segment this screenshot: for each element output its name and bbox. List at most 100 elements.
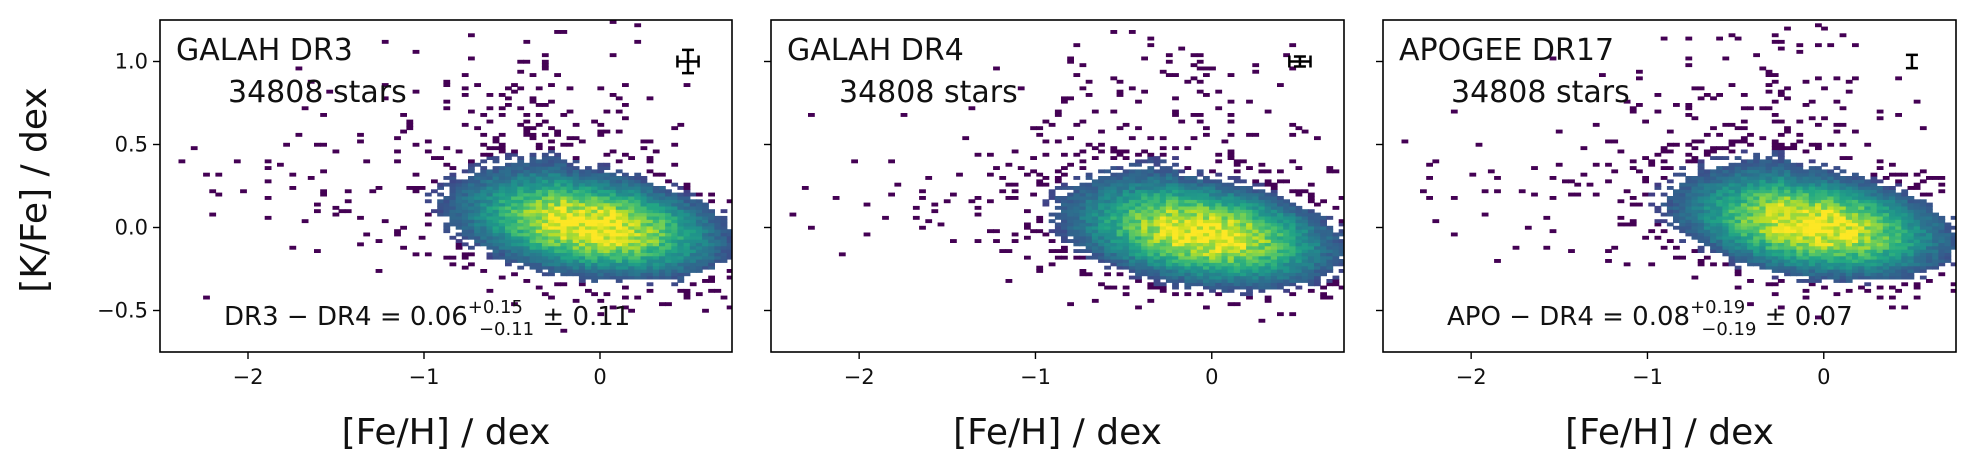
heatmap-cell xyxy=(1777,222,1785,227)
heatmap-cell xyxy=(1864,282,1872,287)
heatmap-cell xyxy=(1301,272,1309,277)
heatmap-cell xyxy=(1697,225,1705,230)
heatmap-cell xyxy=(1295,265,1303,270)
heatmap-cell xyxy=(597,179,605,184)
heatmap-cell xyxy=(671,259,679,263)
heatmap-cell xyxy=(517,219,525,224)
heatmap-cell xyxy=(1277,285,1284,290)
heatmap-cell xyxy=(1295,272,1303,277)
heatmap-cell xyxy=(1703,196,1711,200)
heatmap-cell xyxy=(517,196,525,200)
heatmap-cell xyxy=(1221,239,1229,243)
heatmap-cell xyxy=(412,186,420,190)
heatmap-cell xyxy=(1611,245,1619,250)
heatmap-cell xyxy=(1827,275,1835,280)
heatmap-cell xyxy=(1777,215,1785,220)
heatmap-cell xyxy=(1839,106,1847,111)
heatmap-cell xyxy=(1759,205,1767,210)
heatmap-cell xyxy=(437,156,444,160)
heatmap-cell xyxy=(1944,225,1952,230)
heatmap-cell xyxy=(1153,159,1161,164)
heatmap-cell xyxy=(1203,255,1210,260)
heatmap-cell xyxy=(314,249,321,253)
heatmap-cell xyxy=(1054,179,1062,184)
heatmap-cell xyxy=(1833,186,1841,190)
heatmap-cell xyxy=(554,215,561,220)
heatmap-cell xyxy=(1777,255,1785,260)
heatmap-cell xyxy=(554,186,561,190)
heatmap-cell xyxy=(1178,176,1186,180)
heatmap-cell xyxy=(1141,189,1148,194)
heatmap-cell xyxy=(566,272,574,277)
heatmap-cell xyxy=(1740,259,1748,263)
heatmap-cell xyxy=(1326,225,1334,230)
heatmap-cell xyxy=(1283,242,1290,247)
heatmap-cell xyxy=(1159,255,1167,260)
plot-frame xyxy=(770,19,1345,353)
heatmap-cell xyxy=(1116,229,1124,234)
heatmap-cell xyxy=(486,232,494,237)
heatmap-cell xyxy=(1895,252,1902,257)
heatmap-cell xyxy=(461,255,469,260)
heatmap-cell xyxy=(554,196,561,200)
heatmap-cell xyxy=(1710,219,1717,224)
heatmap-cell xyxy=(1827,192,1835,197)
heatmap-cell xyxy=(1098,192,1105,197)
heatmap-cell xyxy=(1116,272,1124,277)
heatmap-cell xyxy=(1821,199,1828,204)
heatmap-cell xyxy=(1209,219,1216,224)
heatmap-cell xyxy=(1165,249,1173,253)
heatmap-cell xyxy=(1728,176,1736,180)
heatmap-cell xyxy=(1320,229,1327,234)
heatmap-cell xyxy=(1728,169,1736,174)
heatmap-cell xyxy=(1314,255,1321,260)
heatmap-cell xyxy=(541,156,549,160)
heatmap-cell xyxy=(572,136,580,141)
heatmap-cell xyxy=(1728,172,1736,177)
heatmap-cell xyxy=(468,186,475,190)
heatmap-cell xyxy=(511,239,518,243)
heatmap-cell xyxy=(1116,205,1124,210)
heatmap-cell xyxy=(1122,242,1130,247)
heatmap-cell xyxy=(652,229,660,234)
heatmap-cell xyxy=(1821,275,1828,280)
heatmap-cell xyxy=(1907,232,1915,237)
heatmap-cell xyxy=(572,209,580,214)
heatmap-cell xyxy=(1864,212,1872,217)
heatmap-cell xyxy=(1215,209,1223,214)
heatmap-cell xyxy=(1091,156,1099,160)
heatmap-cell xyxy=(1240,222,1247,227)
heatmap-cell xyxy=(1882,196,1890,200)
heatmap-cell xyxy=(1839,142,1847,147)
plot-frame xyxy=(1382,19,1957,353)
heatmap-cell xyxy=(1808,166,1816,170)
heatmap-cell xyxy=(578,272,586,277)
x-tick-label: −1 xyxy=(1632,365,1663,389)
heatmap-cell xyxy=(517,59,525,64)
heatmap-cell xyxy=(1209,232,1216,237)
heatmap-cell xyxy=(1833,245,1841,250)
heatmap-cell xyxy=(1307,209,1315,214)
heatmap-cell xyxy=(566,215,574,220)
heatmap-cell xyxy=(541,249,549,253)
heatmap-cell xyxy=(437,212,444,217)
heatmap-cell xyxy=(1172,242,1179,247)
heatmap-cell xyxy=(622,245,629,250)
heatmap-cell xyxy=(1882,275,1890,280)
heatmap-cell xyxy=(1771,169,1779,174)
heatmap-cell xyxy=(1196,275,1204,280)
heatmap-cell xyxy=(1858,225,1865,230)
heatmap-cell xyxy=(1747,172,1754,177)
heatmap-cell xyxy=(1913,172,1921,177)
heatmap-cell xyxy=(548,239,555,243)
heatmap-cell xyxy=(535,176,543,180)
heatmap-cell xyxy=(1790,212,1798,217)
heatmap-cell xyxy=(1901,212,1909,217)
heatmap-cell xyxy=(1747,245,1754,250)
heatmap-cell xyxy=(1815,209,1822,214)
heatmap-cell xyxy=(1858,189,1865,194)
error-bar xyxy=(1288,55,1312,68)
heatmap-cell xyxy=(1258,249,1266,253)
heatmap-cell xyxy=(1747,302,1754,307)
heatmap-cell xyxy=(1184,255,1192,260)
